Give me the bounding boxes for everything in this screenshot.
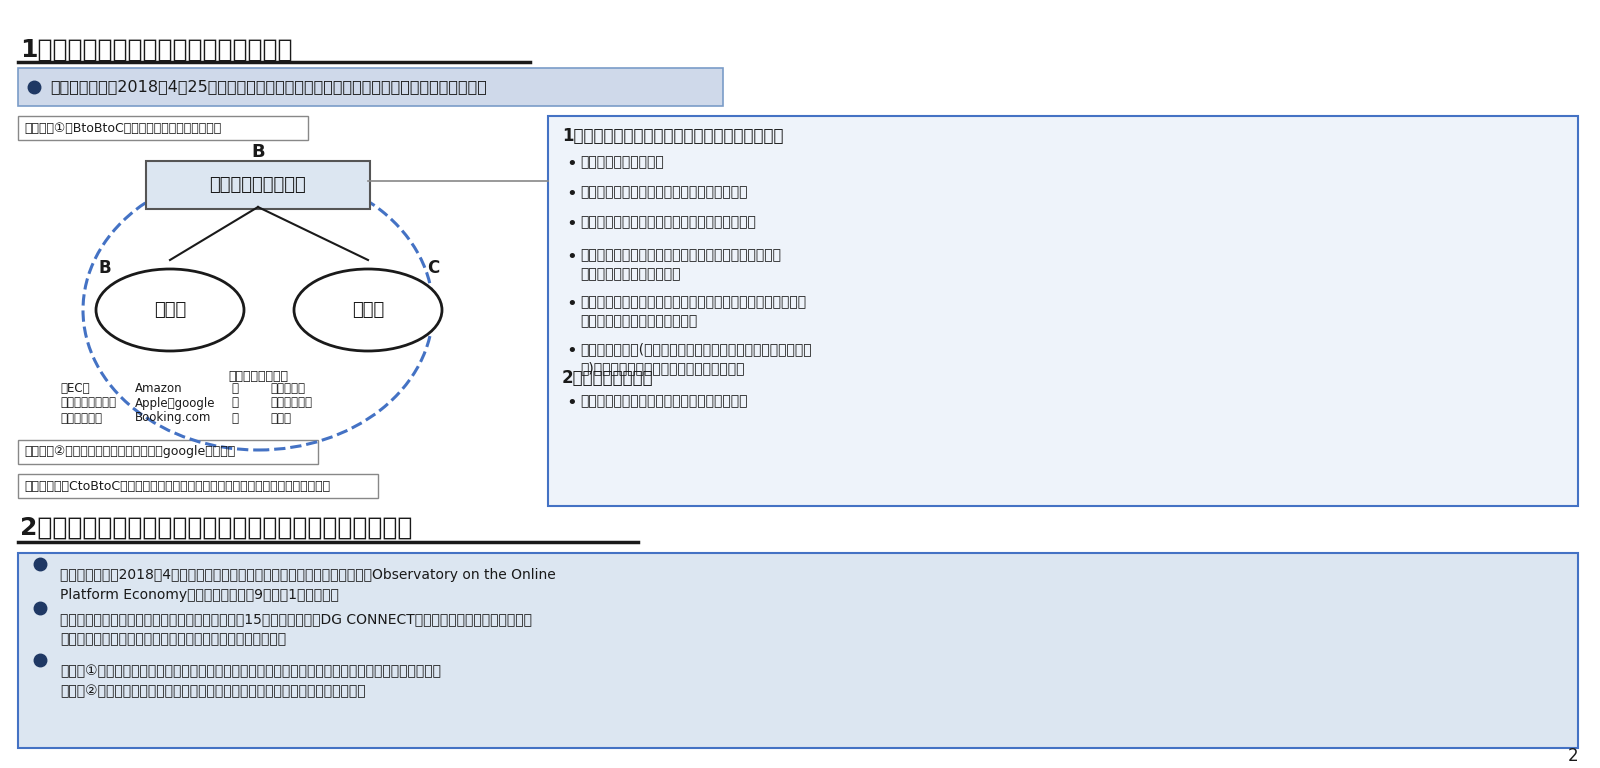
Text: 2．救済方法の整備: 2．救済方法の整備 — [562, 369, 654, 387]
Ellipse shape — [96, 269, 243, 351]
Text: •: • — [566, 342, 576, 360]
Text: 2: 2 — [1568, 747, 1578, 765]
FancyBboxPatch shape — [18, 553, 1578, 748]
Text: ホテル: ホテル — [270, 412, 291, 425]
Text: •: • — [566, 215, 576, 233]
Text: 1．オンライン仲介サービス提供者の義務を規定: 1．オンライン仲介サービス提供者の義務を規定 — [562, 127, 784, 145]
Text: 内部苦情処理システム、調停、団体訴訟　等: 内部苦情処理システム、調停、団体訴訟 等 — [579, 394, 747, 408]
Text: Booking.com: Booking.com — [134, 412, 211, 425]
Text: －: － — [232, 382, 238, 395]
Text: ランキング（例：商品検索結果の表示順）を決定する
主なパラメータの明示義務: ランキング（例：商品検索結果の表示順）を決定する 主なパラメータの明示義務 — [579, 248, 781, 282]
Text: 規制対象①：BtoBtoCのプラットフォームビジネス: 規制対象①：BtoBtoCのプラットフォームビジネス — [24, 121, 221, 134]
Text: 事業者: 事業者 — [154, 301, 186, 319]
Text: 契約条件を変更する場合の猶予期間の設定義務: 契約条件を変更する場合の猶予期間の設定義務 — [579, 215, 755, 229]
Text: －: － — [232, 396, 238, 409]
Text: •: • — [566, 295, 576, 313]
FancyBboxPatch shape — [18, 440, 318, 464]
Text: 1．ＥＵのプラットフォーマー規制法案: 1．ＥＵのプラットフォーマー規制法案 — [19, 38, 293, 62]
Text: 【スマホアプリ】: 【スマホアプリ】 — [61, 396, 115, 409]
Text: B: B — [99, 259, 112, 277]
Text: Apple／google: Apple／google — [134, 396, 216, 409]
Text: 【EC】: 【EC】 — [61, 382, 90, 395]
FancyBboxPatch shape — [18, 474, 378, 498]
Text: 契約条件の明確化義務: 契約条件の明確化義務 — [579, 155, 664, 169]
FancyBboxPatch shape — [547, 116, 1578, 506]
Text: 【宿泊予約】: 【宿泊予約】 — [61, 412, 102, 425]
Text: •: • — [566, 185, 576, 203]
Text: プラットフォーマー: プラットフォーマー — [210, 176, 306, 194]
Text: 最恵国待遇条項(取引先の中で最も有利な取引条件を求めるも
の)等を設ける場合の合理的根拠の明示義務: 最恵国待遇条項(取引先の中で最も有利な取引条件を求めるも の)等を設ける場合の合… — [579, 342, 811, 376]
Text: •: • — [566, 394, 576, 412]
FancyBboxPatch shape — [18, 116, 307, 140]
Text: 消費者: 消費者 — [352, 301, 384, 319]
Text: 法学、経済学、情報工学、システム論等の専門家15名により構成。DG CONNECTの管轄下で、欧州委員会の委託
を受けて調査・検討を行う（アドバイスに拘束力はな: 法学、経済学、情報工学、システム論等の専門家15名により構成。DG CONNEC… — [61, 612, 531, 646]
Text: －: － — [232, 412, 238, 425]
Text: 出品事業者: 出品事業者 — [270, 382, 306, 395]
Text: C: C — [427, 259, 438, 277]
Text: 2．ＥＵのオンライン・プラットフォーム経済監視委員会: 2．ＥＵのオンライン・プラットフォーム経済監視委員会 — [19, 516, 413, 540]
Text: 〈適用対象の例〉: 〈適用対象の例〉 — [229, 370, 288, 383]
Text: 目的：①政策立案のための的確な情報分析のため、オンライン・プラットフォーム経済の発展を監視
　　　②競争法等の既存ツールでは十分に対処できない場合の政策手段を下: 目的：①政策立案のための的確な情報分析のため、オンライン・プラットフォーム経済の… — [61, 664, 442, 698]
Text: Amazon: Amazon — [134, 382, 182, 395]
Text: •: • — [566, 155, 576, 173]
Text: 取引拒絶事由の明確化と個別の理由通知義務: 取引拒絶事由の明確化と個別の理由通知義務 — [579, 185, 747, 199]
Text: 欧州委員会は、2018年4月、オンライン・プラットフォーム経済監視委員会（Observatory on the Online
Platform Economy）: 欧州委員会は、2018年4月、オンライン・プラットフォーム経済監視委員会（Obs… — [61, 568, 555, 602]
Text: 非規制対象：CtoBtoCのプラットフォームビジネス（シェアリング・エコノミー等）: 非規制対象：CtoBtoCのプラットフォームビジネス（シェアリング・エコノミー等… — [24, 479, 330, 492]
Text: 欧州委員会は、2018年4月25日、プラットフォーマーの公正性・透明性の促進法（案）を公表: 欧州委員会は、2018年4月25日、プラットフォーマーの公正性・透明性の促進法（… — [50, 80, 486, 94]
Text: プラットフォーマーが自身の商品・役務提供を優遇する場合
（例：配送料減免）の明示義務: プラットフォーマーが自身の商品・役務提供を優遇する場合 （例：配送料減免）の明示… — [579, 295, 806, 329]
Text: アプリ事業者: アプリ事業者 — [270, 396, 312, 409]
Text: •: • — [566, 248, 576, 266]
Text: 規制対象②：オンライン検索サービス（google検索等）: 規制対象②：オンライン検索サービス（google検索等） — [24, 445, 235, 458]
FancyBboxPatch shape — [146, 161, 370, 209]
FancyBboxPatch shape — [18, 68, 723, 106]
Ellipse shape — [294, 269, 442, 351]
Text: B: B — [251, 143, 266, 161]
